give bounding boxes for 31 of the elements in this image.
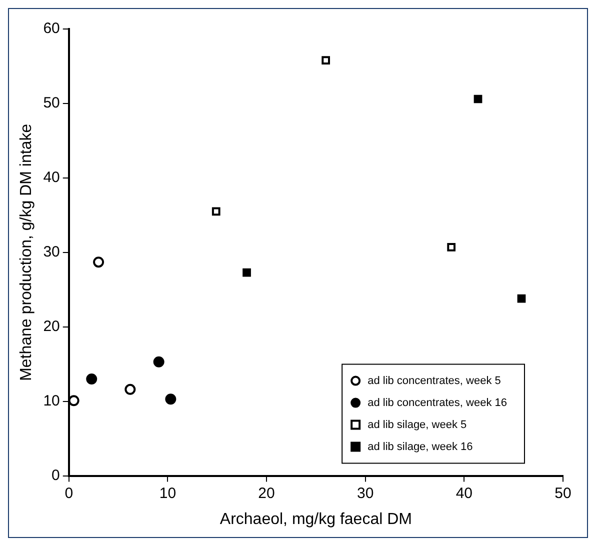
point: [474, 94, 482, 104]
point: [242, 268, 251, 277]
point: [517, 294, 526, 303]
y-tick-label: 50: [43, 94, 60, 112]
x-tick-label: 10: [159, 484, 176, 502]
legend-label: ad lib concentrates, week 5: [368, 374, 501, 387]
x-tick-label: 20: [258, 484, 275, 502]
point: [86, 373, 98, 384]
x-tick-label: 50: [554, 484, 572, 502]
legend-label: ad lib silage, week 16: [368, 440, 473, 453]
point: [153, 356, 164, 368]
y-tick-label: 40: [43, 169, 60, 186]
y-tick-label: 20: [43, 318, 60, 336]
y-axis-title: Methane production, g/kg DM intake: [18, 124, 36, 381]
y-tick-label: 60: [43, 20, 60, 38]
point: [212, 207, 220, 216]
point: [322, 56, 330, 64]
point: [68, 395, 80, 406]
y-tick-label: 10: [43, 392, 60, 410]
x-axis-title: Archaeol, mg/kg faecal DM: [220, 510, 412, 528]
y-tick-label: 0: [52, 466, 60, 484]
y-tick-label: 30: [43, 244, 60, 261]
x-tick-label: 40: [456, 484, 473, 502]
point: [93, 256, 104, 268]
legend-label: ad lib silage, week 5: [368, 418, 467, 431]
point: [447, 243, 456, 252]
point: [165, 394, 176, 405]
x-tick-label: 30: [357, 484, 374, 502]
point: [124, 384, 136, 395]
x-tick-label: 0: [64, 484, 74, 502]
legend-label: ad lib concentrates, week 16: [368, 396, 508, 409]
